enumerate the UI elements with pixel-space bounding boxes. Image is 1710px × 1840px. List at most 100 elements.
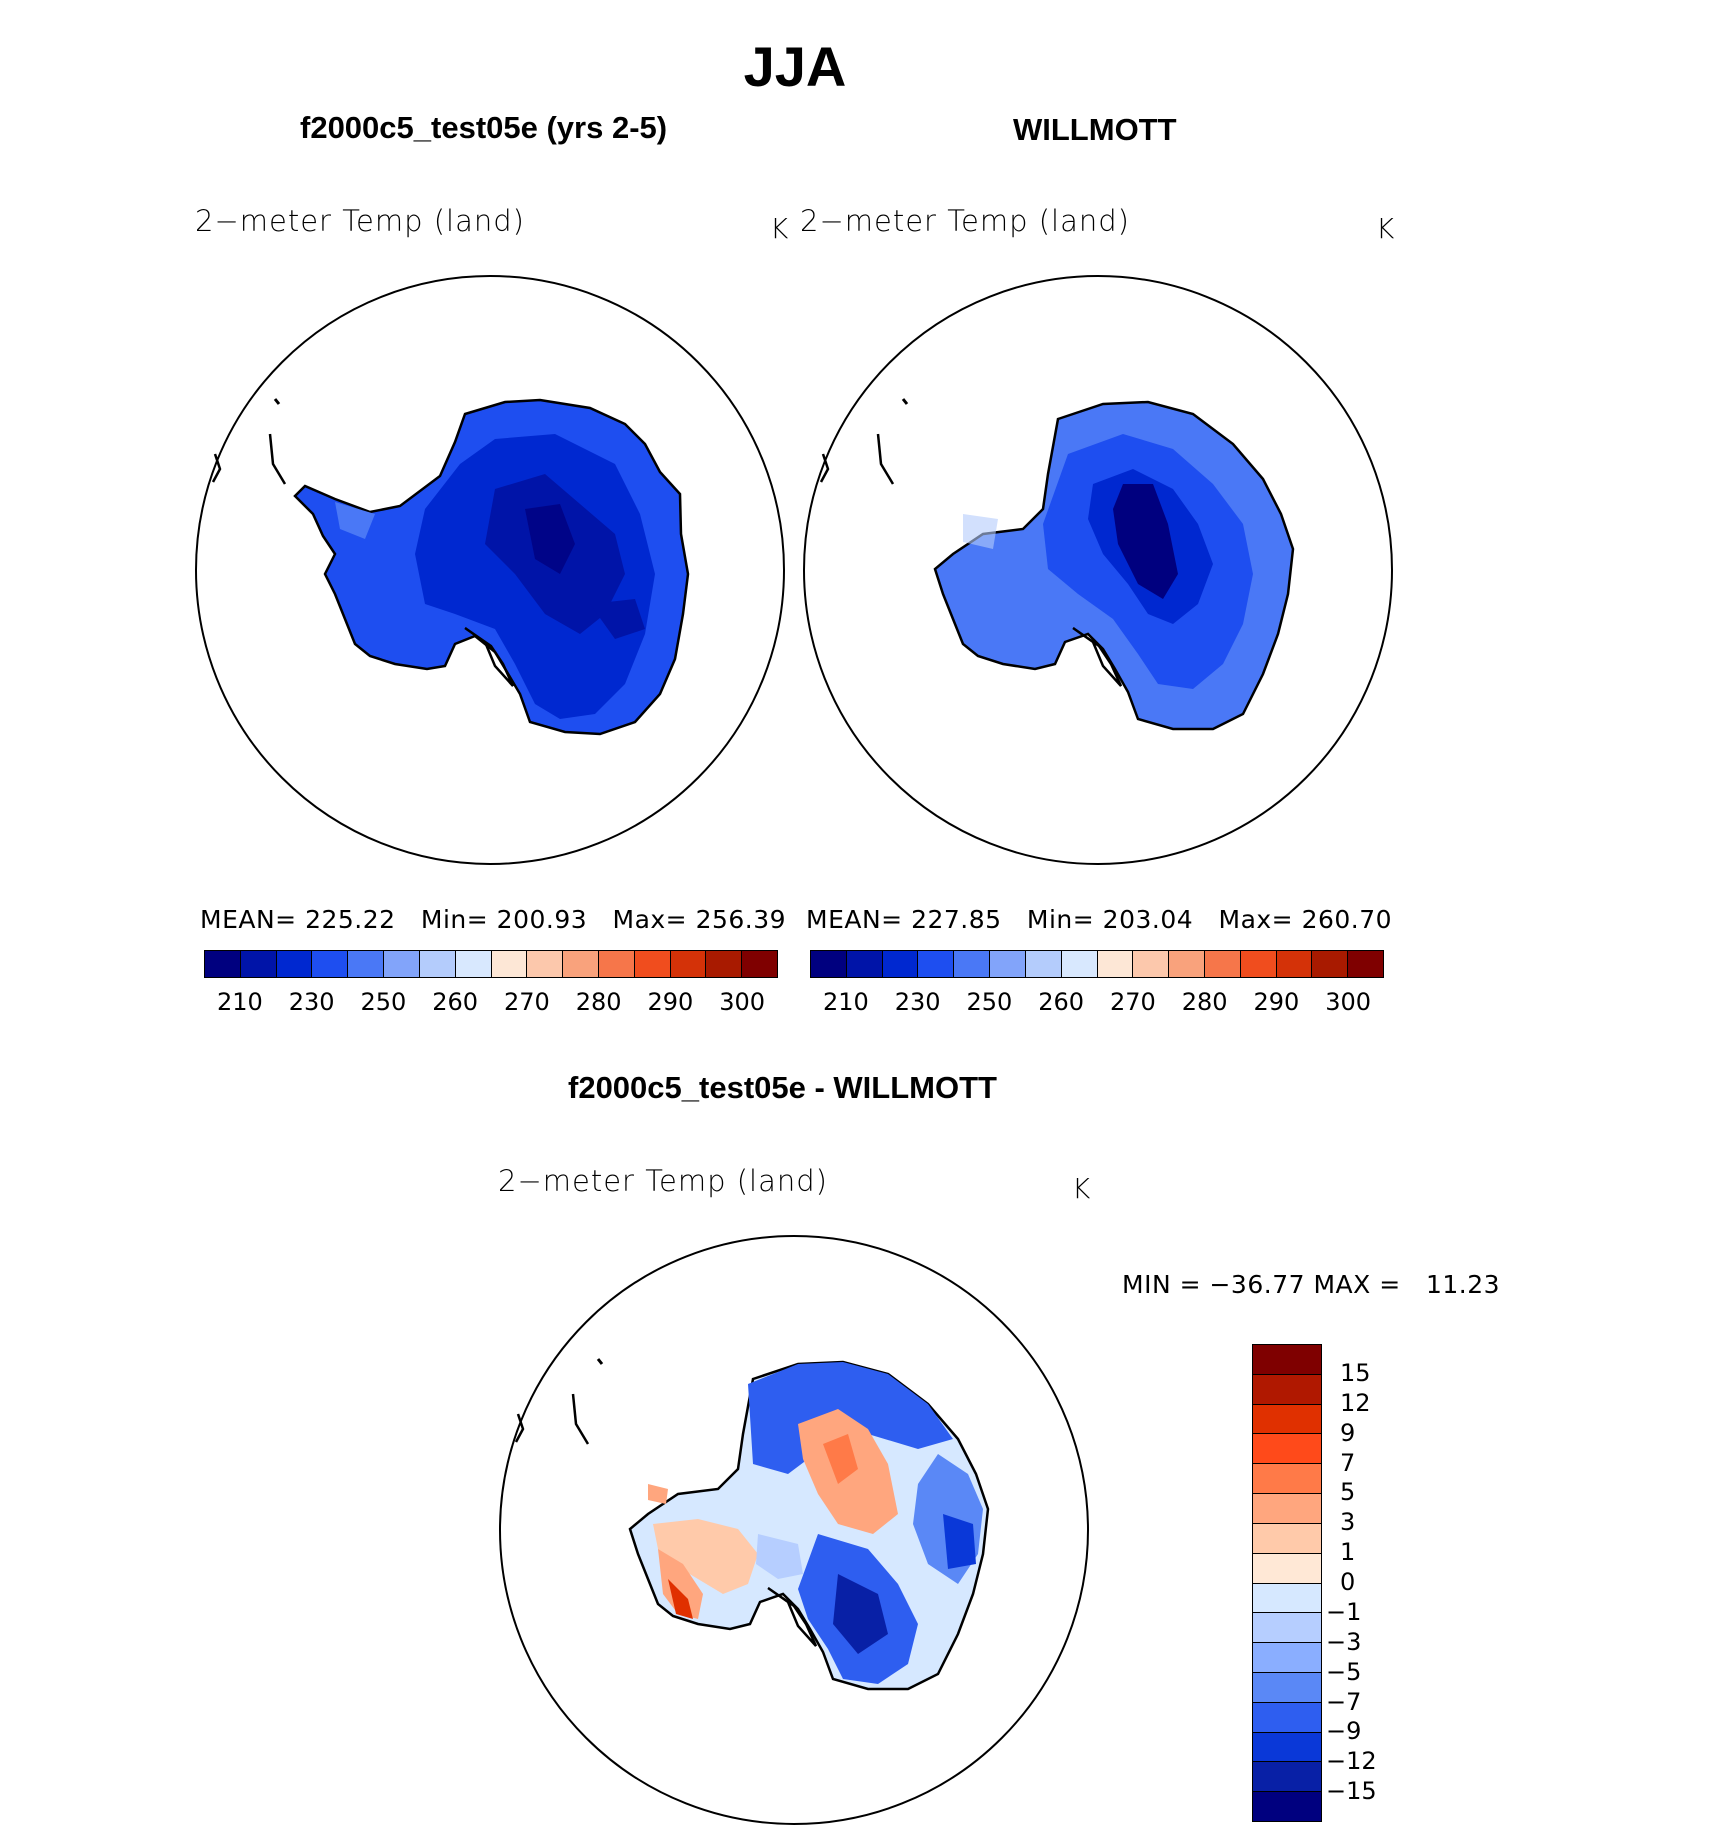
difference-colorbar: [1252, 1344, 1322, 1822]
colorbar-tick-label: −15: [1326, 1777, 1377, 1806]
panel-2-mean-label: MEAN=: [806, 905, 903, 934]
colorbar-tick-label: 280: [1181, 988, 1228, 1016]
colorbar-tick-label: 7: [1340, 1448, 1356, 1477]
panel-2-colorbar: [810, 950, 1384, 978]
colorbar-swatch: [918, 951, 955, 977]
panel-2-polar-map: [803, 275, 1393, 865]
colorbar-swatch: [312, 951, 349, 977]
colorbar-tick-label: 300: [1325, 988, 1372, 1016]
colorbar-swatch: [1253, 1404, 1321, 1435]
panel-1-units: K: [770, 212, 789, 245]
panel-1-variable-label: 2−meter Temp (land): [195, 204, 525, 238]
colorbar-swatch: [1169, 951, 1205, 977]
colorbar-swatch: [1253, 1464, 1321, 1495]
colorbar-swatch: [634, 951, 671, 977]
colorbar-swatch: [491, 951, 528, 977]
panel-2-max-label: Max=: [1218, 905, 1294, 934]
colorbar-swatch: [670, 951, 707, 977]
colorbar-tick-label: 5: [1340, 1478, 1356, 1507]
colorbar-tick-label: 230: [288, 988, 335, 1016]
colorbar-tick-label: 250: [360, 988, 407, 1016]
panel-1-stats: MEAN= 225.22 Min= 200.93 Max= 256.39: [200, 905, 786, 934]
colorbar-swatch: [205, 951, 241, 977]
panel-2-mean-value: 227.85: [911, 905, 1002, 934]
colorbar-swatch: [598, 951, 635, 977]
panel-1-mean-value: 225.22: [305, 905, 396, 934]
colorbar-tick-label: 270: [503, 988, 550, 1016]
colorbar-tick-label: 9: [1340, 1418, 1356, 1447]
colorbar-swatch: [384, 951, 420, 977]
figure-title: JJA: [743, 35, 847, 98]
colorbar-tick-label: 280: [575, 988, 622, 1016]
colorbar-tick-label: 260: [1038, 988, 1085, 1016]
colorbar-tick-label: 210: [216, 988, 263, 1016]
colorbar-swatch: [882, 951, 919, 977]
difference-variable-label: 2−meter Temp (land): [498, 1164, 828, 1198]
colorbar-tick-label: 15: [1340, 1358, 1371, 1387]
colorbar-tick-label: 1: [1340, 1538, 1356, 1567]
panel-2-antarctica-field: [933, 400, 1295, 731]
panel-1-mean-label: MEAN=: [200, 905, 297, 934]
colorbar-swatch: [811, 951, 847, 977]
colorbar-swatch: [954, 951, 991, 977]
colorbar-swatch: [706, 951, 743, 977]
colorbar-swatch: [1240, 951, 1277, 977]
colorbar-swatch: [846, 951, 883, 977]
colorbar-swatch: [1253, 1523, 1321, 1554]
colorbar-swatch: [1253, 1643, 1321, 1673]
colorbar-tick-label: 250: [966, 988, 1013, 1016]
colorbar-swatch: [348, 951, 385, 977]
colorbar-tick-label: −1: [1326, 1597, 1362, 1626]
colorbar-swatch: [1253, 1732, 1321, 1763]
colorbar-swatch: [563, 951, 599, 977]
difference-title: f2000c5_test05e - WILLMOTT: [568, 1070, 997, 1105]
colorbar-swatch: [527, 951, 564, 977]
difference-units: K: [1072, 1172, 1091, 1205]
colorbar-swatch: [1312, 951, 1349, 977]
colorbar-swatch: [1061, 951, 1098, 977]
colorbar-tick-label: 270: [1109, 988, 1156, 1016]
panel-2-min-label: Min=: [1026, 905, 1095, 934]
panel-1-polar-map: [195, 275, 785, 865]
difference-colorbar-ticks: 15 12 9 7 5 3 1 0 −1 −3 −5 −7 −9 −12 −15: [1326, 1344, 1452, 1822]
panel-2-title: WILLMOTT: [1013, 112, 1177, 147]
colorbar-swatch: [240, 951, 277, 977]
colorbar-swatch: [276, 951, 313, 977]
colorbar-swatch: [1253, 1702, 1321, 1733]
difference-antarctica-field: [628, 1360, 990, 1691]
colorbar-swatch: [1253, 1613, 1321, 1644]
panel-2-min-value: 203.04: [1102, 905, 1194, 934]
colorbar-swatch: [1253, 1345, 1321, 1375]
panel-2-units: K: [1376, 212, 1395, 245]
panel-1-max-label: Max=: [612, 905, 688, 934]
colorbar-tick-label: −3: [1326, 1627, 1362, 1656]
colorbar-swatch: [455, 951, 492, 977]
colorbar-tick-label: −5: [1326, 1657, 1362, 1686]
colorbar-swatch: [1253, 1553, 1321, 1584]
colorbar-swatch: [1097, 951, 1134, 977]
colorbar-swatch: [1204, 951, 1241, 977]
colorbar-tick-label: 3: [1340, 1508, 1356, 1537]
colorbar-swatch: [1133, 951, 1170, 977]
colorbar-tick-label: 0: [1340, 1568, 1356, 1596]
colorbar-swatch: [1253, 1494, 1321, 1524]
colorbar-swatch: [1253, 1374, 1321, 1405]
colorbar-tick-label: 230: [894, 988, 941, 1016]
difference-polar-map: [499, 1235, 1089, 1825]
colorbar-swatch: [1253, 1762, 1321, 1793]
difference-min-max: MIN = −36.77 MAX = 11.23: [1122, 1270, 1501, 1299]
colorbar-swatch: [1348, 951, 1383, 977]
colorbar-swatch: [1276, 951, 1313, 977]
colorbar-tick-label: 290: [647, 988, 694, 1016]
colorbar-tick-label: 260: [432, 988, 479, 1016]
panel-1-title: f2000c5_test05e (yrs 2-5): [300, 110, 668, 145]
panel-1-antarctica-field: [293, 398, 690, 736]
panel-1-min-label: Min=: [420, 905, 489, 934]
colorbar-tick-label: 210: [822, 988, 869, 1016]
colorbar-swatch: [1253, 1672, 1321, 1703]
colorbar-tick-label: −12: [1326, 1747, 1377, 1776]
colorbar-swatch: [419, 951, 456, 977]
colorbar-tick-label: 12: [1340, 1388, 1371, 1417]
panel-2-stats: MEAN= 227.85 Min= 203.04 Max= 260.70: [806, 905, 1392, 934]
colorbar-swatch: [1253, 1434, 1321, 1465]
